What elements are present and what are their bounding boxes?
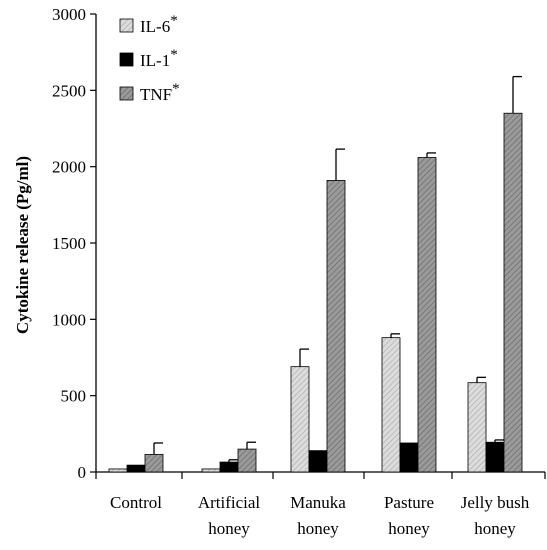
legend-swatch-tnf bbox=[119, 86, 134, 101]
legend-swatch-il-1 bbox=[119, 52, 134, 67]
legend-label-tnf: TNF* bbox=[140, 81, 180, 104]
y-tick-label: 500 bbox=[61, 387, 87, 406]
bar-il-1-5 bbox=[485, 441, 505, 473]
y-tick-label: 2000 bbox=[52, 158, 86, 177]
legend: IL-6* IL-1* TNF* bbox=[119, 13, 180, 104]
legend-label-il-1: IL-1* bbox=[140, 47, 178, 70]
bar-tnf-5 bbox=[503, 112, 523, 473]
bar-tnf-1 bbox=[144, 454, 164, 473]
bar-il-6-4 bbox=[381, 337, 401, 473]
x-category-labels: Control Artificial honey Manuka honey Pasture… bbox=[110, 493, 530, 538]
y-tick-label: 3000 bbox=[52, 5, 86, 24]
bar-il-1-2 bbox=[219, 461, 239, 473]
x-category-label: Pasture honey bbox=[384, 493, 434, 538]
y-tick-label: 0 bbox=[78, 463, 87, 482]
x-category-label: Jelly bush honey bbox=[461, 493, 530, 538]
y-tick-label: 2500 bbox=[52, 81, 86, 100]
bar-il-6-5 bbox=[467, 382, 487, 473]
bar-tnf-4 bbox=[417, 157, 437, 473]
legend-swatch-il-6 bbox=[119, 18, 134, 33]
y-axis-title: Cytokine release (Pg/ml) bbox=[13, 156, 32, 334]
bars bbox=[108, 112, 523, 473]
bar-il-6-1 bbox=[108, 468, 128, 473]
legend-label-il-6: IL-6* bbox=[140, 13, 178, 36]
y-tick-label: 1000 bbox=[52, 310, 86, 329]
bar-tnf-3 bbox=[326, 180, 346, 473]
y-tick-labels: 0 500 1000 1500 2000 2500 3000 bbox=[52, 5, 86, 482]
bar-il-6-2 bbox=[201, 468, 221, 473]
x-category-label: Manuka honey bbox=[290, 493, 346, 538]
bar-il-6-3 bbox=[290, 366, 310, 473]
bar-il-1-1 bbox=[126, 464, 146, 473]
x-category-label: Artificial honey bbox=[198, 493, 261, 538]
y-tick-label: 1500 bbox=[52, 234, 86, 253]
bar-il-1-3 bbox=[308, 450, 328, 473]
bar-tnf-2 bbox=[237, 448, 257, 473]
error-bars bbox=[153, 75, 522, 463]
bar-il-1-4 bbox=[399, 442, 419, 473]
x-category-label: Control bbox=[110, 493, 162, 512]
